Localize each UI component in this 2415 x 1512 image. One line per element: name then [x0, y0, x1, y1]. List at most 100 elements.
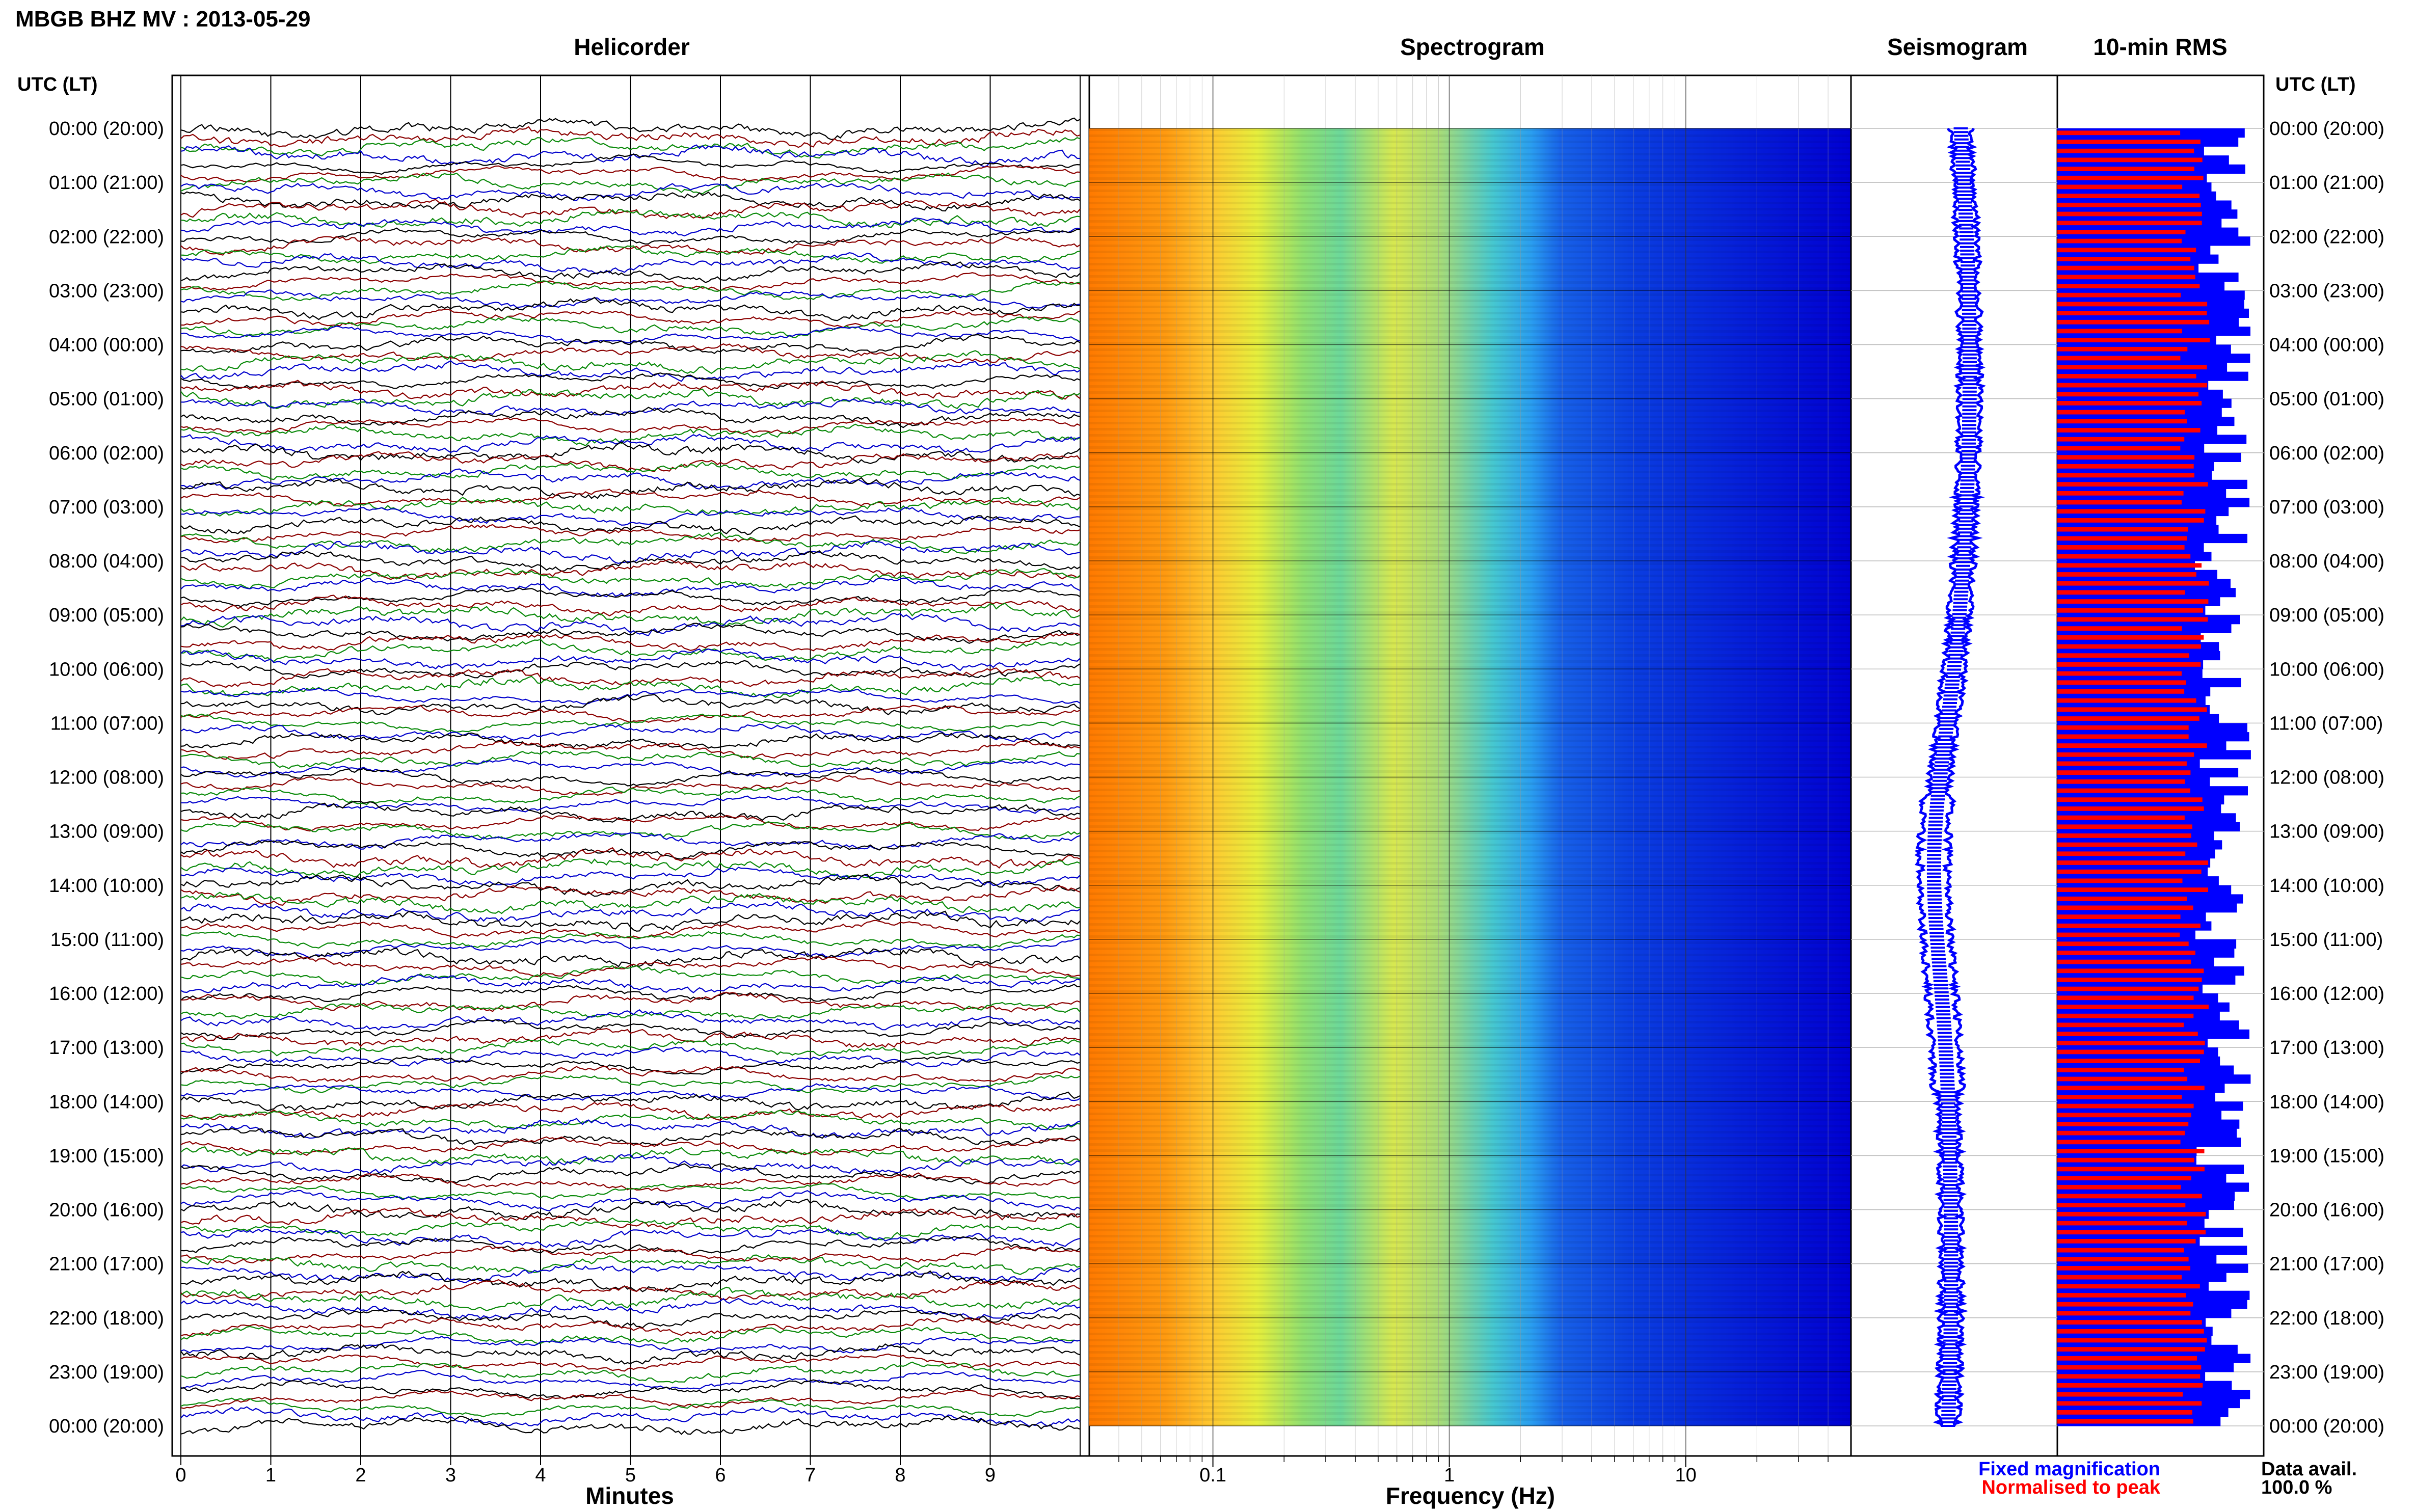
rms-bars	[2057, 128, 2251, 1426]
helicorder-trace	[180, 603, 1081, 628]
rms-bar-normalised	[2057, 590, 2185, 595]
rms-bar-normalised	[2057, 1176, 2191, 1180]
rms-bar-normalised	[2057, 1040, 2205, 1045]
helicorder-xlabel: Minutes	[585, 1482, 674, 1509]
helicorder-trace	[180, 874, 1081, 897]
helicorder-trace	[180, 407, 1081, 428]
rms-bar-normalised	[2057, 941, 2189, 947]
helicorder-trace	[180, 434, 1081, 454]
rms-bar-normalised	[2057, 869, 2202, 874]
rms-bar-normalised	[2057, 1239, 2196, 1244]
rms-bar-normalised	[2057, 1329, 2204, 1334]
rms-bar-normalised	[2057, 356, 2181, 361]
helicorder-trace	[180, 901, 1081, 923]
helicorder-trace	[180, 558, 1081, 580]
rms-bar-normalised	[2057, 644, 2201, 649]
rms-bar-normalised	[2057, 464, 2194, 469]
time-label-left: 11:00 (07:00)	[50, 713, 164, 734]
rms-bar-normalised	[2057, 968, 2204, 974]
helicorder-trace	[180, 144, 1081, 168]
rms-bar-normalised	[2057, 1103, 2194, 1109]
rms-bar-normalised	[2057, 932, 2180, 937]
helicorder-trace	[180, 199, 1081, 220]
rms-bar-normalised	[2057, 130, 2181, 136]
rms-bar-normalised	[2057, 716, 2199, 721]
rms-bar-normalised	[2057, 734, 2189, 739]
rms-bar-normalised	[2057, 194, 2200, 198]
helicorder-trace	[180, 750, 1081, 769]
time-label-right: 07:00 (03:00)	[2269, 497, 2384, 518]
time-label-right: 10:00 (06:00)	[2269, 659, 2384, 680]
rms-bar-normalised	[2057, 608, 2203, 613]
spectrogram-tick-label: 10	[1675, 1465, 1697, 1486]
rms-bar-normalised	[2057, 1383, 2203, 1388]
helicorder-trace	[180, 506, 1081, 526]
helicorder-trace	[180, 847, 1081, 869]
helicorder-trace	[180, 441, 1081, 465]
spectrogram-tick-label: 0.1	[1199, 1465, 1226, 1486]
rms-bar-normalised	[2057, 1320, 2202, 1325]
rms-bar-normalised	[2057, 1302, 2193, 1307]
helicorder-trace	[180, 676, 1081, 698]
helicorder-trace	[180, 137, 1081, 159]
rms-bar-normalised	[2057, 1401, 2202, 1406]
helicorder-trace	[180, 577, 1081, 598]
x-axes: 0 1 2 3 4 5 6 7 8 9 0.1 1 10	[172, 1455, 1851, 1486]
helicorder-trace	[180, 236, 1081, 256]
rms-bar-normalised	[2057, 923, 2201, 928]
rms-bar-normalised	[2057, 752, 2194, 757]
rms-bar-normalised	[2057, 383, 2208, 388]
time-label-left: 15:00 (11:00)	[50, 929, 164, 951]
rms-bar-normalised	[2057, 1005, 2209, 1009]
rms-bar-normalised	[2057, 211, 2202, 217]
helicorder-trace	[180, 524, 1081, 544]
helicorder-trace	[180, 688, 1081, 705]
rms-bar-normalised	[2057, 1266, 2190, 1271]
helicorder-tick-label: 0	[175, 1465, 186, 1486]
helicorder-trace	[180, 1353, 1081, 1372]
time-label-left: 12:00 (08:00)	[49, 767, 164, 789]
rms-bar-normalised	[2057, 1374, 2201, 1379]
seismogram-trace	[1914, 127, 1986, 1427]
helicorder-trace	[180, 667, 1081, 688]
time-label-left: 14:00 (10:00)	[49, 875, 164, 897]
time-label-right: 06:00 (02:00)	[2269, 443, 2384, 464]
spectrogram-tick-label: 1	[1444, 1465, 1455, 1486]
rms-bar-normalised	[2057, 1184, 2181, 1190]
rms-bar-normalised	[2057, 167, 2194, 171]
helicorder-trace	[180, 885, 1081, 906]
helicorder-trace	[180, 489, 1081, 507]
rms-bar-normalised	[2057, 662, 2201, 667]
helicorder-trace	[180, 648, 1081, 671]
helicorder-trace	[180, 956, 1081, 978]
helicorder-trace	[180, 767, 1081, 787]
time-label-left: 02:00 (22:00)	[49, 226, 164, 248]
rms-bar-normalised	[2057, 202, 2201, 207]
rms-bar-normalised	[2057, 1221, 2187, 1226]
rms-bar-normalised	[2057, 518, 2204, 523]
rms-bar-normalised	[2057, 1392, 2183, 1397]
time-label-right: 16:00 (12:00)	[2269, 983, 2384, 1005]
rms-bar-normalised	[2057, 698, 2196, 703]
time-label-left: 18:00 (14:00)	[49, 1091, 164, 1113]
helicorder-trace	[180, 461, 1081, 481]
helicorder-tick-label: 3	[445, 1465, 456, 1486]
helicorder-trace	[180, 1074, 1081, 1094]
seismogram-title: Seismogram	[1887, 34, 2028, 60]
rms-bar-normalised	[2057, 806, 2204, 811]
rms-bar-normalised	[2057, 1032, 2198, 1036]
rms-bar-normalised	[2057, 1284, 2200, 1289]
time-label-right: 14:00 (10:00)	[2269, 875, 2384, 897]
helicorder-trace	[180, 380, 1081, 400]
time-label-right: 21:00 (17:00)	[2269, 1254, 2384, 1275]
helicorder-trace	[180, 1118, 1081, 1139]
rms-bar-normalised	[2057, 797, 2203, 802]
rms-bar-normalised	[2057, 653, 2189, 658]
helicorder-trace	[180, 732, 1081, 749]
rms-bar-normalised	[2057, 1067, 2184, 1072]
helicorder-trace	[180, 639, 1081, 662]
helicorder-trace	[180, 1009, 1081, 1031]
rms-bar-normalised	[2057, 851, 2186, 856]
helicorder-trace	[180, 1406, 1081, 1427]
